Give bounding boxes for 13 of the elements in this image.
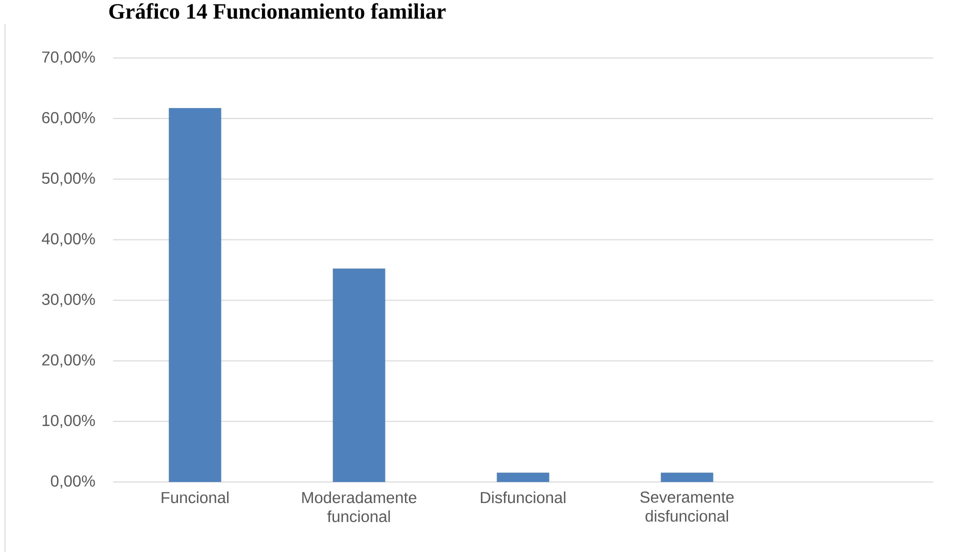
y-tick-label: 0,00% [50, 475, 95, 489]
x-tick-label: Moderadamente funcional [302, 492, 416, 522]
x-tick-label: Severamente disfuncional [640, 492, 734, 522]
y-tick-label: 30,00% [42, 294, 95, 307]
y-tick-label: 50,00% [42, 172, 95, 186]
y-tick-label: 10,00% [42, 414, 95, 428]
x-tick-label: Funcional [162, 492, 228, 504]
x-tick-label: Disfuncional [480, 492, 566, 504]
y-tick-label: 40,00% [42, 233, 95, 246]
y-tick-label: 60,00% [42, 112, 95, 126]
chart-title: Gráfico 14 Funcionamiento familiar [109, 3, 446, 19]
y-tick-label: 20,00% [42, 354, 95, 368]
y-tick-label: 70,00% [42, 51, 95, 65]
